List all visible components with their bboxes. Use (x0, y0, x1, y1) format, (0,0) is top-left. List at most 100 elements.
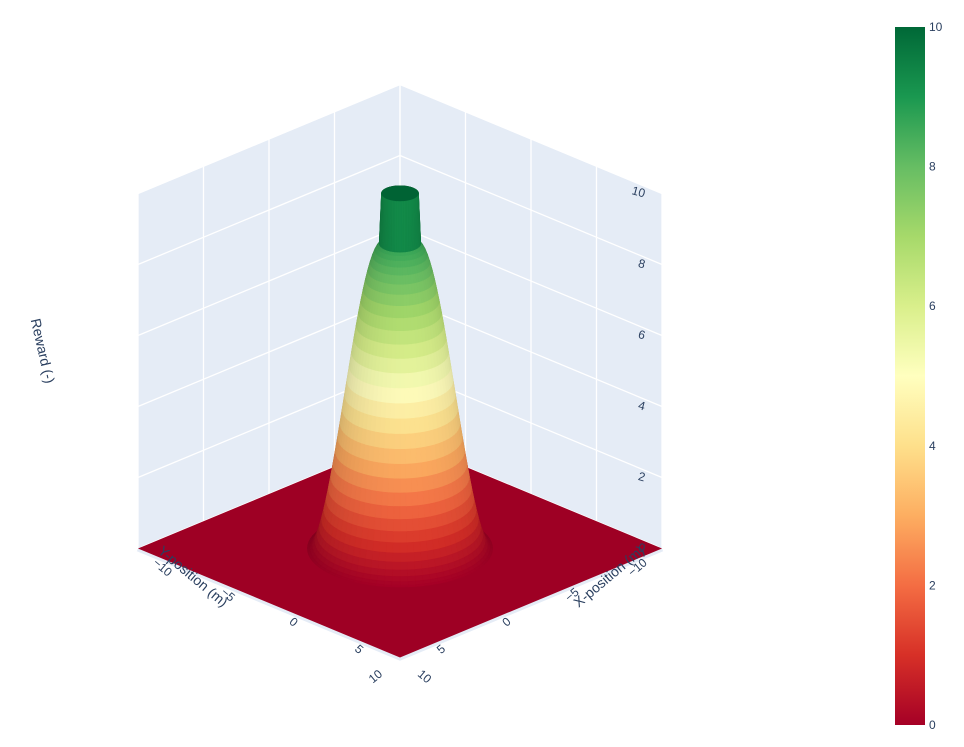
surface-patch (378, 447, 385, 464)
surface-patch (397, 252, 401, 257)
surface-patch (402, 294, 407, 307)
surface-patch (367, 528, 375, 542)
surface-patch (425, 539, 434, 552)
surface-patch (403, 358, 409, 374)
surface-patch (414, 432, 421, 449)
colorbar-tick-label: 4 (929, 439, 936, 453)
surface-patch (392, 569, 401, 577)
surface-patch (377, 568, 386, 577)
y-tick-label: 10 (366, 667, 385, 687)
surface-patch (385, 387, 392, 404)
surface-patch (406, 530, 414, 544)
surface-patch (406, 552, 415, 563)
surface-patch (384, 417, 391, 435)
surface-patch (399, 388, 405, 405)
surface-patch (392, 552, 401, 563)
surface-patch (399, 344, 405, 360)
z-tick-label: 6 (637, 327, 647, 342)
surface-patch (395, 344, 401, 360)
surface-patch (402, 284, 407, 296)
surface-patch (385, 402, 392, 419)
surface-patch (412, 518, 420, 532)
surface-patch (417, 490, 425, 506)
surface-patch (394, 418, 401, 435)
surface-patch (392, 317, 397, 332)
surface-patch (399, 576, 408, 582)
z-tick-label: 2 (637, 469, 647, 484)
surface-patch (409, 433, 416, 450)
surface-patch (412, 530, 421, 543)
surface-patch (381, 505, 389, 520)
surface-patch (371, 550, 380, 562)
surface-patch (392, 305, 398, 319)
surface-patch (399, 519, 407, 532)
surface-patch (399, 403, 406, 420)
surface-patch (388, 463, 395, 480)
surface-patch (386, 542, 394, 554)
surface-patch (383, 584, 393, 588)
surface-patch (369, 503, 377, 519)
surface-patch (384, 575, 393, 582)
surface-patch (393, 531, 401, 544)
surface-patch (395, 358, 401, 374)
surface-patch (399, 552, 408, 563)
surface-patch (408, 402, 415, 419)
surface-patch (405, 478, 412, 494)
surface-patch (415, 583, 425, 587)
surface-patch (390, 403, 396, 420)
surface-patch (387, 492, 395, 507)
colorbar-tick-label: 8 (929, 160, 936, 174)
surface-patch (394, 403, 401, 420)
surface-patch (399, 255, 403, 262)
x-tick-label: 10 (415, 667, 434, 687)
surface-patch (399, 506, 407, 520)
surface-patch (399, 330, 405, 346)
surface-patch (405, 505, 413, 520)
surface-patch (410, 477, 418, 493)
surface-patch (396, 294, 401, 307)
surface-patch (371, 559, 380, 570)
surface-patch (379, 432, 386, 449)
surface-patch (396, 275, 401, 286)
surface-patch (366, 539, 375, 552)
surface-patch (385, 561, 394, 571)
surface-patch (420, 550, 429, 562)
surface-patch (386, 372, 392, 389)
surface-patch (388, 448, 396, 465)
surface-patch (365, 549, 374, 561)
surface-patch (396, 318, 401, 332)
surface-patch (411, 505, 419, 520)
surface-patch (393, 294, 398, 307)
surface-patch (414, 568, 423, 577)
surface-patch (393, 506, 401, 520)
surface-patch (409, 417, 416, 435)
surface-patch (399, 463, 406, 480)
surface-patch (418, 517, 426, 531)
surface-patch (403, 330, 408, 346)
surface-patch (375, 490, 383, 506)
surface-patch (375, 504, 383, 519)
surface-patch (417, 504, 425, 519)
surface-patch (393, 492, 401, 507)
surface-patch (403, 344, 409, 360)
reward-surface[interactable] (307, 185, 493, 588)
surface-patch (399, 252, 403, 257)
surface-patch (391, 344, 397, 360)
surface-patch (392, 576, 401, 582)
surface-patch (384, 569, 394, 577)
surface-patch (399, 448, 406, 465)
surface-patch (410, 463, 418, 479)
grid-line (137, 296, 401, 408)
surface-patch (407, 343, 413, 360)
surface-patch (399, 433, 406, 450)
surface-patch (364, 558, 373, 569)
surface-patch (399, 294, 404, 307)
surface-patch (393, 478, 401, 494)
surface-patch (399, 584, 409, 588)
surface-patch (384, 433, 391, 450)
surface-patch (399, 358, 405, 374)
surface-patch (377, 462, 385, 479)
surface-patch (399, 418, 406, 435)
surface-patch (397, 255, 401, 262)
